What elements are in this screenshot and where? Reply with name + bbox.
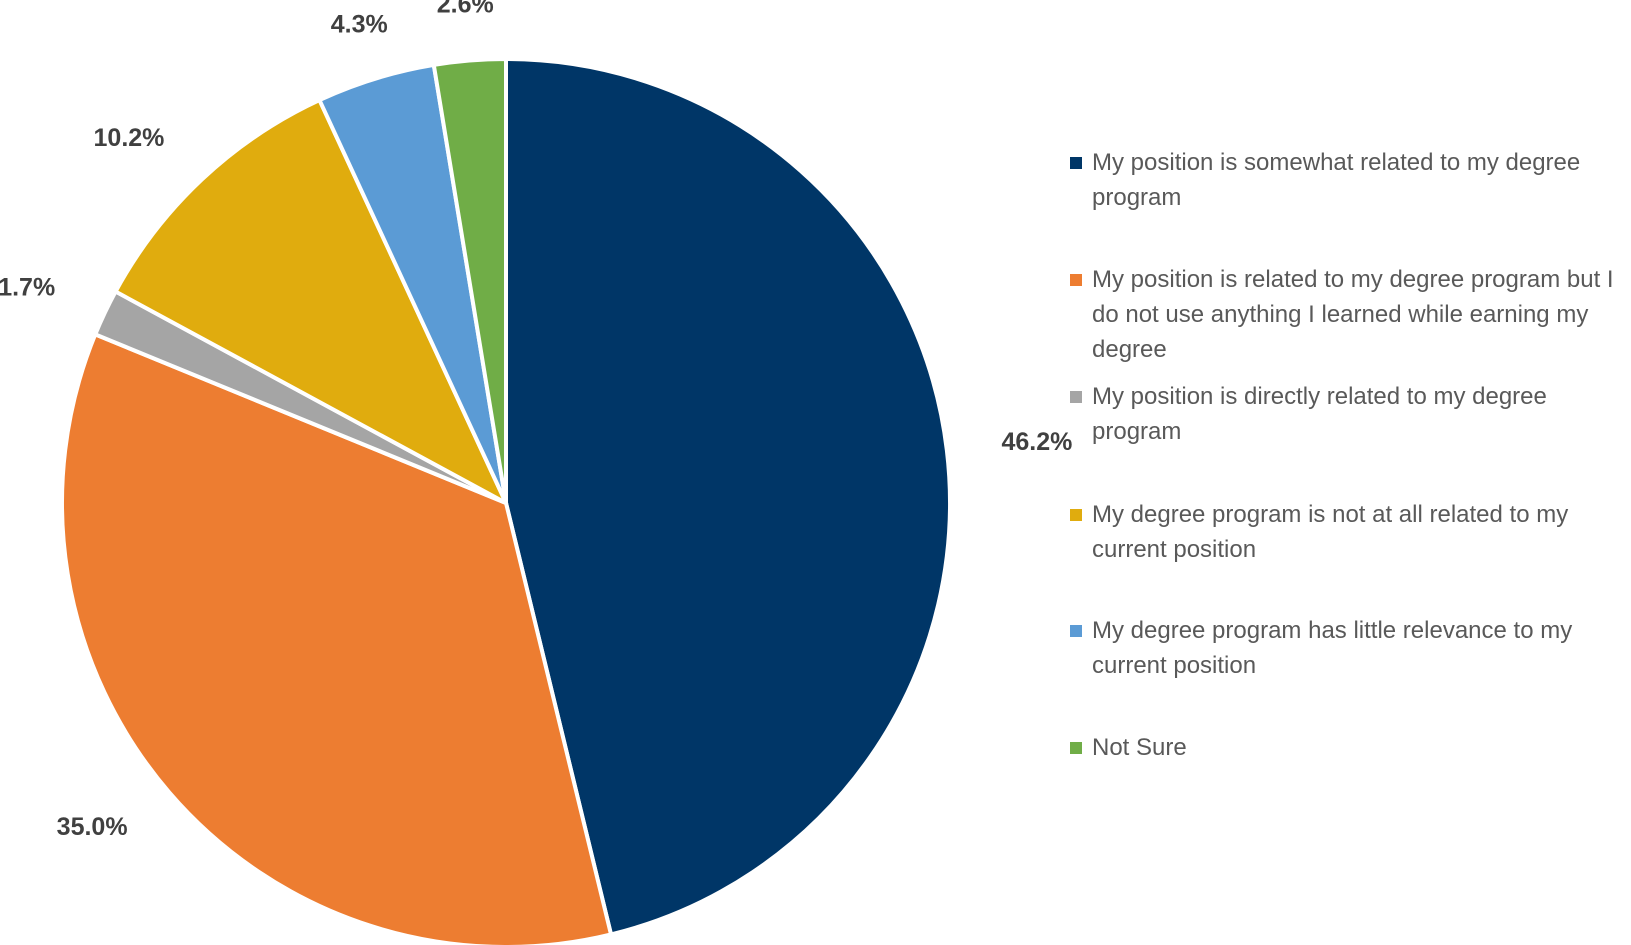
legend-item: My degree program is not at all related …: [1070, 497, 1630, 567]
legend-item: Not Sure: [1070, 730, 1630, 765]
legend-swatch: [1070, 625, 1082, 637]
legend-swatch: [1070, 157, 1082, 169]
pie-slices: [60, 57, 952, 945]
legend-swatch: [1070, 391, 1082, 403]
legend-swatch: [1070, 274, 1082, 286]
legend-swatch: [1070, 509, 1082, 521]
legend-item: My position is directly related to my de…: [1070, 379, 1630, 449]
data-label: 1.7%: [0, 274, 55, 302]
legend-label: My position is directly related to my de…: [1092, 383, 1547, 445]
data-label: 10.2%: [94, 124, 165, 152]
legend-label: Not Sure: [1092, 734, 1187, 761]
legend-swatch: [1070, 742, 1082, 754]
legend-label: My degree program is not at all related …: [1092, 501, 1569, 563]
data-labels: 46.2% 35.0% 1.7% 10.2% 4.3% 2.6%: [0, 0, 1072, 841]
pie-slice: [60, 332, 614, 945]
pie-slice: [113, 98, 508, 505]
data-label: 2.6%: [437, 0, 494, 18]
legend-item: My degree program has little relevance t…: [1070, 613, 1630, 683]
legend-label: My position is somewhat related to my de…: [1092, 149, 1581, 211]
legend-item: My position is related to my degree prog…: [1070, 262, 1630, 367]
legend-item: My position is somewhat related to my de…: [1070, 145, 1630, 215]
pie-slice: [504, 57, 952, 937]
data-label: 46.2%: [1001, 428, 1072, 456]
data-label: 4.3%: [331, 11, 388, 39]
legend-label: My degree program has little relevance t…: [1092, 617, 1573, 679]
pie-slice: [431, 57, 508, 505]
data-label: 35.0%: [57, 813, 128, 841]
legend-label: My position is related to my degree prog…: [1092, 266, 1614, 363]
